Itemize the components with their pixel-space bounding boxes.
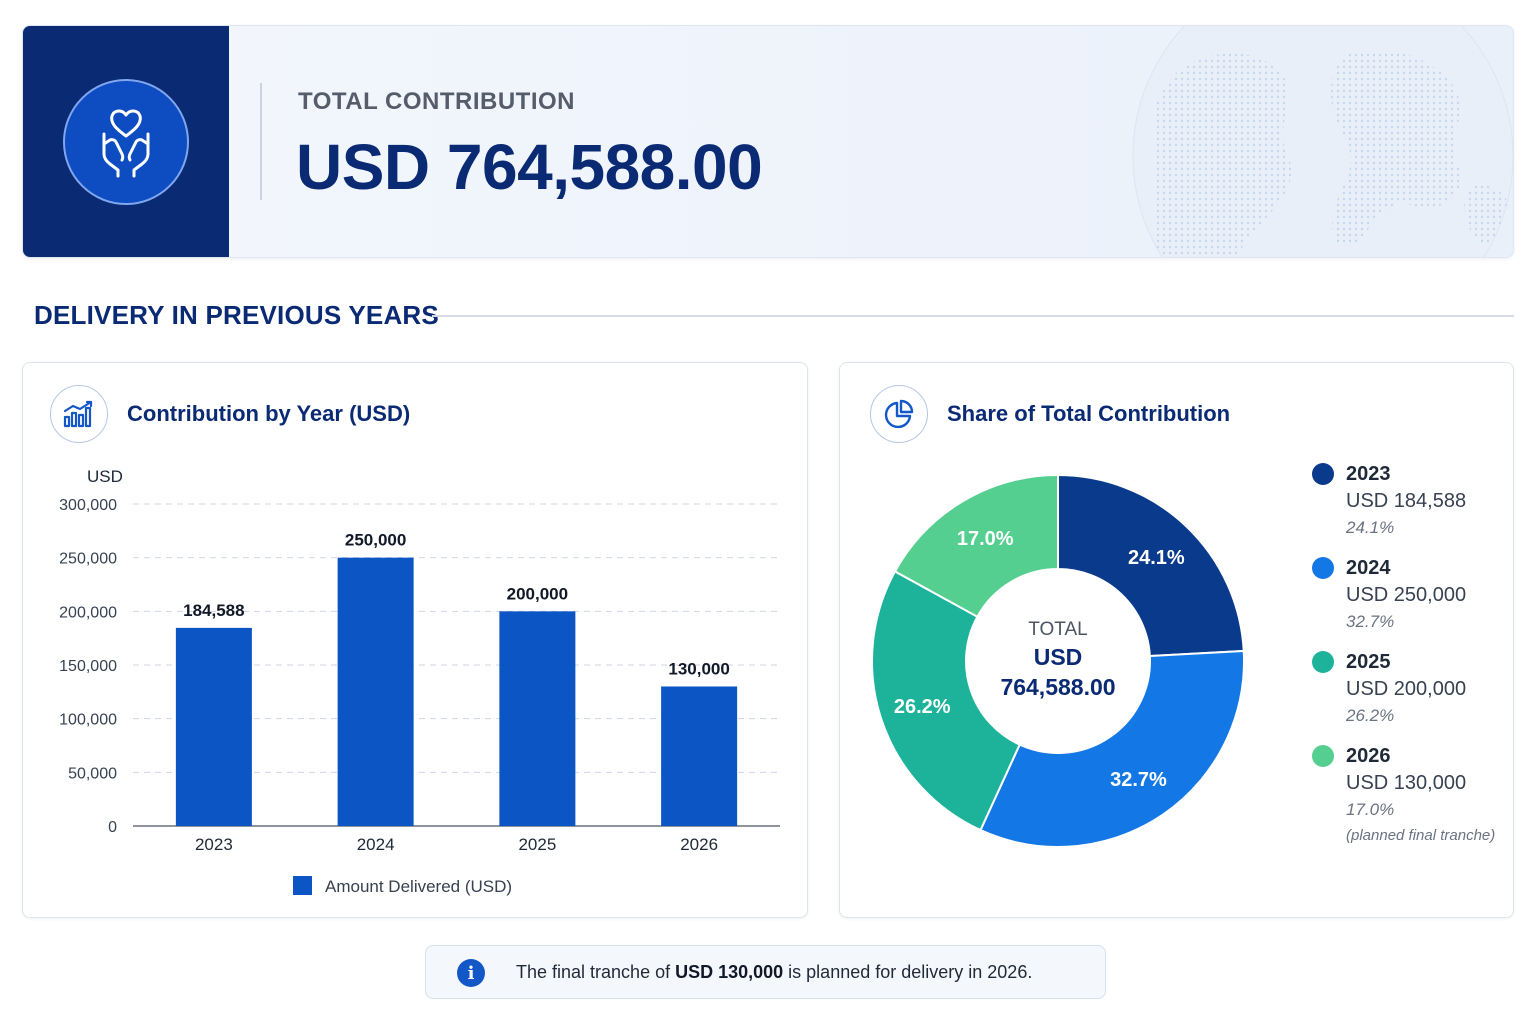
donut-center-amount: 764,588.00 (1000, 674, 1115, 700)
x-tick-label: 2023 (195, 835, 233, 854)
donut-legend: 2023 USD 184,588 24.1% 2024 USD 250,000 … (1312, 461, 1512, 849)
legend-dot (1312, 463, 1334, 485)
legend-item-2023: 2023 USD 184,588 24.1% (1312, 461, 1512, 541)
y-tick-label: 250,000 (59, 551, 117, 568)
donut-slice-label: 17.0% (957, 528, 1014, 550)
x-tick-label: 2026 (680, 835, 718, 854)
section-title: DELIVERY IN PREVIOUS YEARS (34, 300, 439, 330)
info-text-amount: USD 130,000 (675, 962, 784, 982)
y-tick-label: 300,000 (59, 497, 117, 514)
legend-dot (1312, 651, 1334, 673)
donut-chart: 24.1% 32.7% 26.2% 17.0% TOTAL USD 764,588.0… (871, 473, 1245, 848)
y-tick-label: 200,000 (59, 604, 117, 621)
legend-label: Amount Delivered (USD) (325, 877, 512, 896)
total-contribution-label: TOTAL CONTRIBUTION (298, 88, 575, 115)
bar-data-label: 130,000 (668, 659, 729, 678)
legend-note: (planned final tranche) (1346, 827, 1496, 844)
legend-year: 2025 (1346, 651, 1391, 673)
y-tick-label: 0 (108, 819, 117, 836)
bar-2026 (661, 686, 738, 826)
legend-year: 2023 (1346, 463, 1391, 485)
info-text-after: is planned for delivery in 2026. (783, 962, 1033, 982)
total-contribution-banner: TOTAL CONTRIBUTION USD 764,588.00 (22, 25, 1514, 258)
legend-amount: USD 200,000 (1346, 678, 1467, 700)
globe-icon (1132, 26, 1513, 257)
donut-center-currency: USD (1034, 644, 1083, 670)
banner-divider (260, 83, 262, 200)
x-tick-label: 2025 (518, 835, 556, 854)
donut-chart-title: Share of Total Contribution (947, 401, 1231, 426)
y-tick-label: 100,000 (59, 712, 117, 729)
legend-item-2024: 2024 USD 250,000 32.7% (1312, 555, 1512, 635)
bar-2023 (175, 627, 252, 826)
legend-percent: 32.7% (1346, 612, 1395, 631)
legend-year: 2024 (1346, 557, 1391, 579)
legend-dot (1312, 557, 1334, 579)
legend-percent: 26.2% (1346, 706, 1395, 725)
donut-chart-card: Share of Total Contribution 24.1% 32.7% 26… (839, 362, 1514, 918)
info-banner: i The final tranche of USD 130,000 is pl… (425, 945, 1106, 999)
legend-item-2026: 2026 USD 130,000 17.0% (planned final tr… (1312, 743, 1512, 849)
bar-data-label: 200,000 (507, 584, 568, 603)
legend-swatch (293, 876, 312, 895)
bar-chart: USD 0 50,000 100,000 150,000 200,000 250,000 3… (59, 467, 780, 896)
info-icon: i (457, 959, 485, 987)
legend-amount: USD 250,000 (1346, 584, 1467, 606)
y-tick-label: 50,000 (68, 765, 117, 782)
legend-item-2025: 2025 USD 200,000 26.2% (1312, 649, 1512, 729)
x-tick-label: 2024 (357, 835, 395, 854)
legend-percent: 24.1% (1346, 518, 1395, 537)
bar-chart-card: Contribution by Year (USD) USD 0 50,000 10… (22, 362, 808, 918)
donut-slice-label: 26.2% (894, 696, 951, 718)
legend-year: 2026 (1346, 745, 1391, 767)
bar-data-label: 184,588 (183, 601, 244, 620)
bar-2024 (337, 557, 414, 826)
y-tick-label: 150,000 (59, 658, 117, 675)
info-text-before: The final tranche of (516, 962, 676, 982)
hands-heart-icon (63, 78, 189, 205)
section-divider (432, 315, 1514, 317)
pie-chart-icon (870, 385, 928, 443)
legend-amount: USD 184,588 (1346, 490, 1467, 512)
donut-center-total: TOTAL (1028, 619, 1087, 640)
legend-amount: USD 130,000 (1346, 772, 1467, 794)
bar-2025 (499, 611, 576, 826)
bar-chart-icon (50, 385, 108, 443)
y-axis-label: USD (87, 467, 123, 486)
bar-chart-title: Contribution by Year (USD) (127, 401, 411, 426)
donut-slice-label: 24.1% (1128, 547, 1185, 569)
banner-icon-panel (23, 26, 229, 257)
total-contribution-amount: USD 764,588.00 (296, 131, 763, 203)
legend-dot (1312, 745, 1334, 767)
info-text: The final tranche of USD 130,000 is plan… (516, 962, 1032, 983)
bar-data-label: 250,000 (345, 531, 406, 550)
donut-slice-label: 32.7% (1110, 769, 1167, 791)
legend-percent: 17.0% (1346, 800, 1395, 819)
